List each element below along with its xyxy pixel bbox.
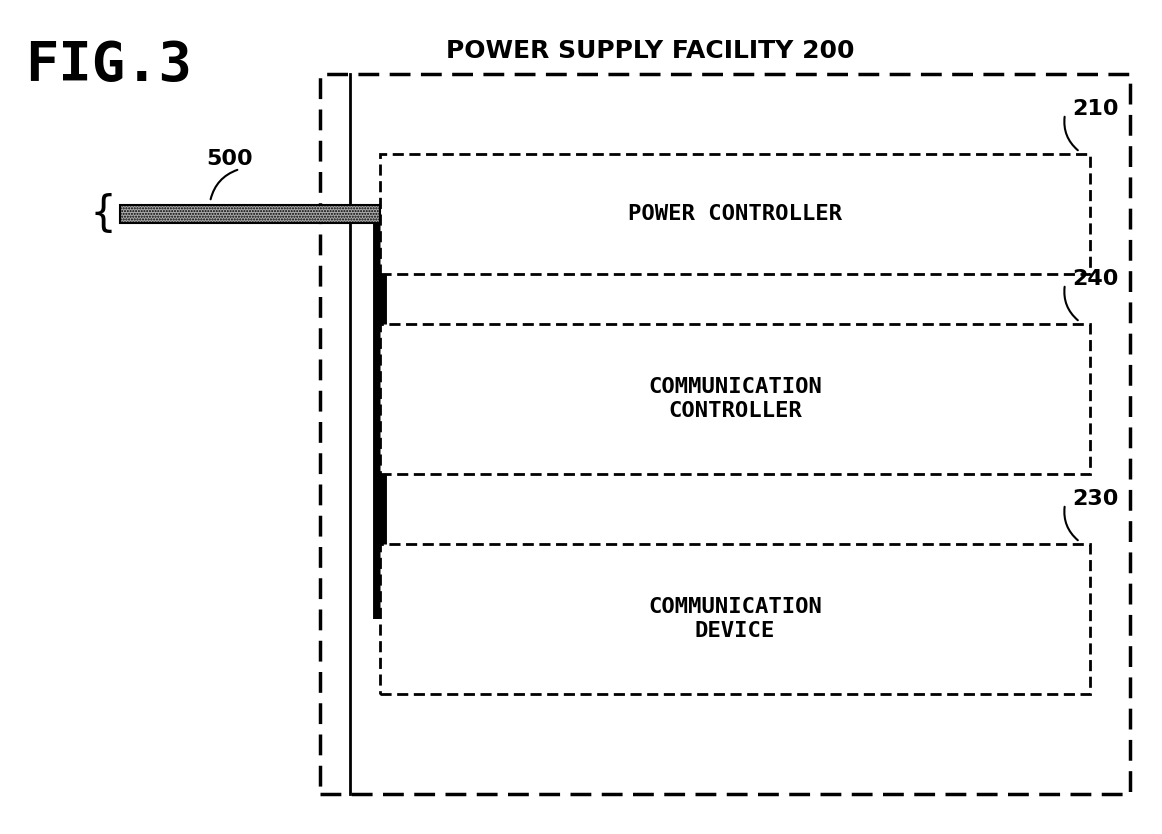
Text: {: {: [89, 193, 115, 235]
Text: POWER CONTROLLER: POWER CONTROLLER: [627, 204, 842, 224]
Text: 210: 210: [1071, 99, 1118, 119]
Text: 240: 240: [1071, 269, 1118, 289]
Text: 230: 230: [1071, 489, 1118, 509]
FancyBboxPatch shape: [380, 154, 1090, 274]
FancyBboxPatch shape: [380, 324, 1090, 474]
Text: COMMUNICATION
CONTROLLER: COMMUNICATION CONTROLLER: [648, 378, 822, 420]
FancyBboxPatch shape: [120, 205, 380, 223]
Text: FIG.3: FIG.3: [26, 39, 192, 92]
FancyBboxPatch shape: [380, 544, 1090, 694]
Text: 500: 500: [207, 149, 253, 169]
Text: POWER SUPPLY FACILITY 200: POWER SUPPLY FACILITY 200: [446, 39, 854, 63]
Text: COMMUNICATION
DEVICE: COMMUNICATION DEVICE: [648, 597, 822, 641]
